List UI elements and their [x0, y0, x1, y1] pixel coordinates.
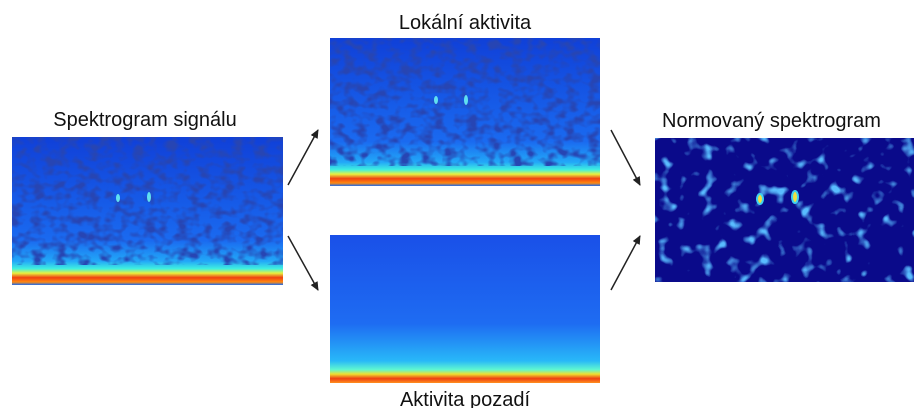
local-label: Lokální aktivita	[399, 12, 532, 34]
background-activity	[330, 235, 600, 383]
arrow	[288, 130, 318, 185]
arrow	[288, 236, 318, 290]
arrow	[611, 236, 640, 290]
normalized-label: Normovaný spektrogram	[662, 110, 881, 132]
page: Spektrogram signálu Lokální aktivita Akt…	[0, 0, 914, 408]
diagram: Spektrogram signálu Lokální aktivita Akt…	[0, 0, 914, 408]
normalized-spectrogram	[655, 138, 914, 282]
background-label: Aktivita pozadí	[400, 389, 531, 408]
signal-spectrogram	[12, 137, 283, 285]
arrow	[611, 130, 640, 185]
local-activity	[330, 38, 600, 186]
signal-label: Spektrogram signálu	[53, 109, 236, 131]
